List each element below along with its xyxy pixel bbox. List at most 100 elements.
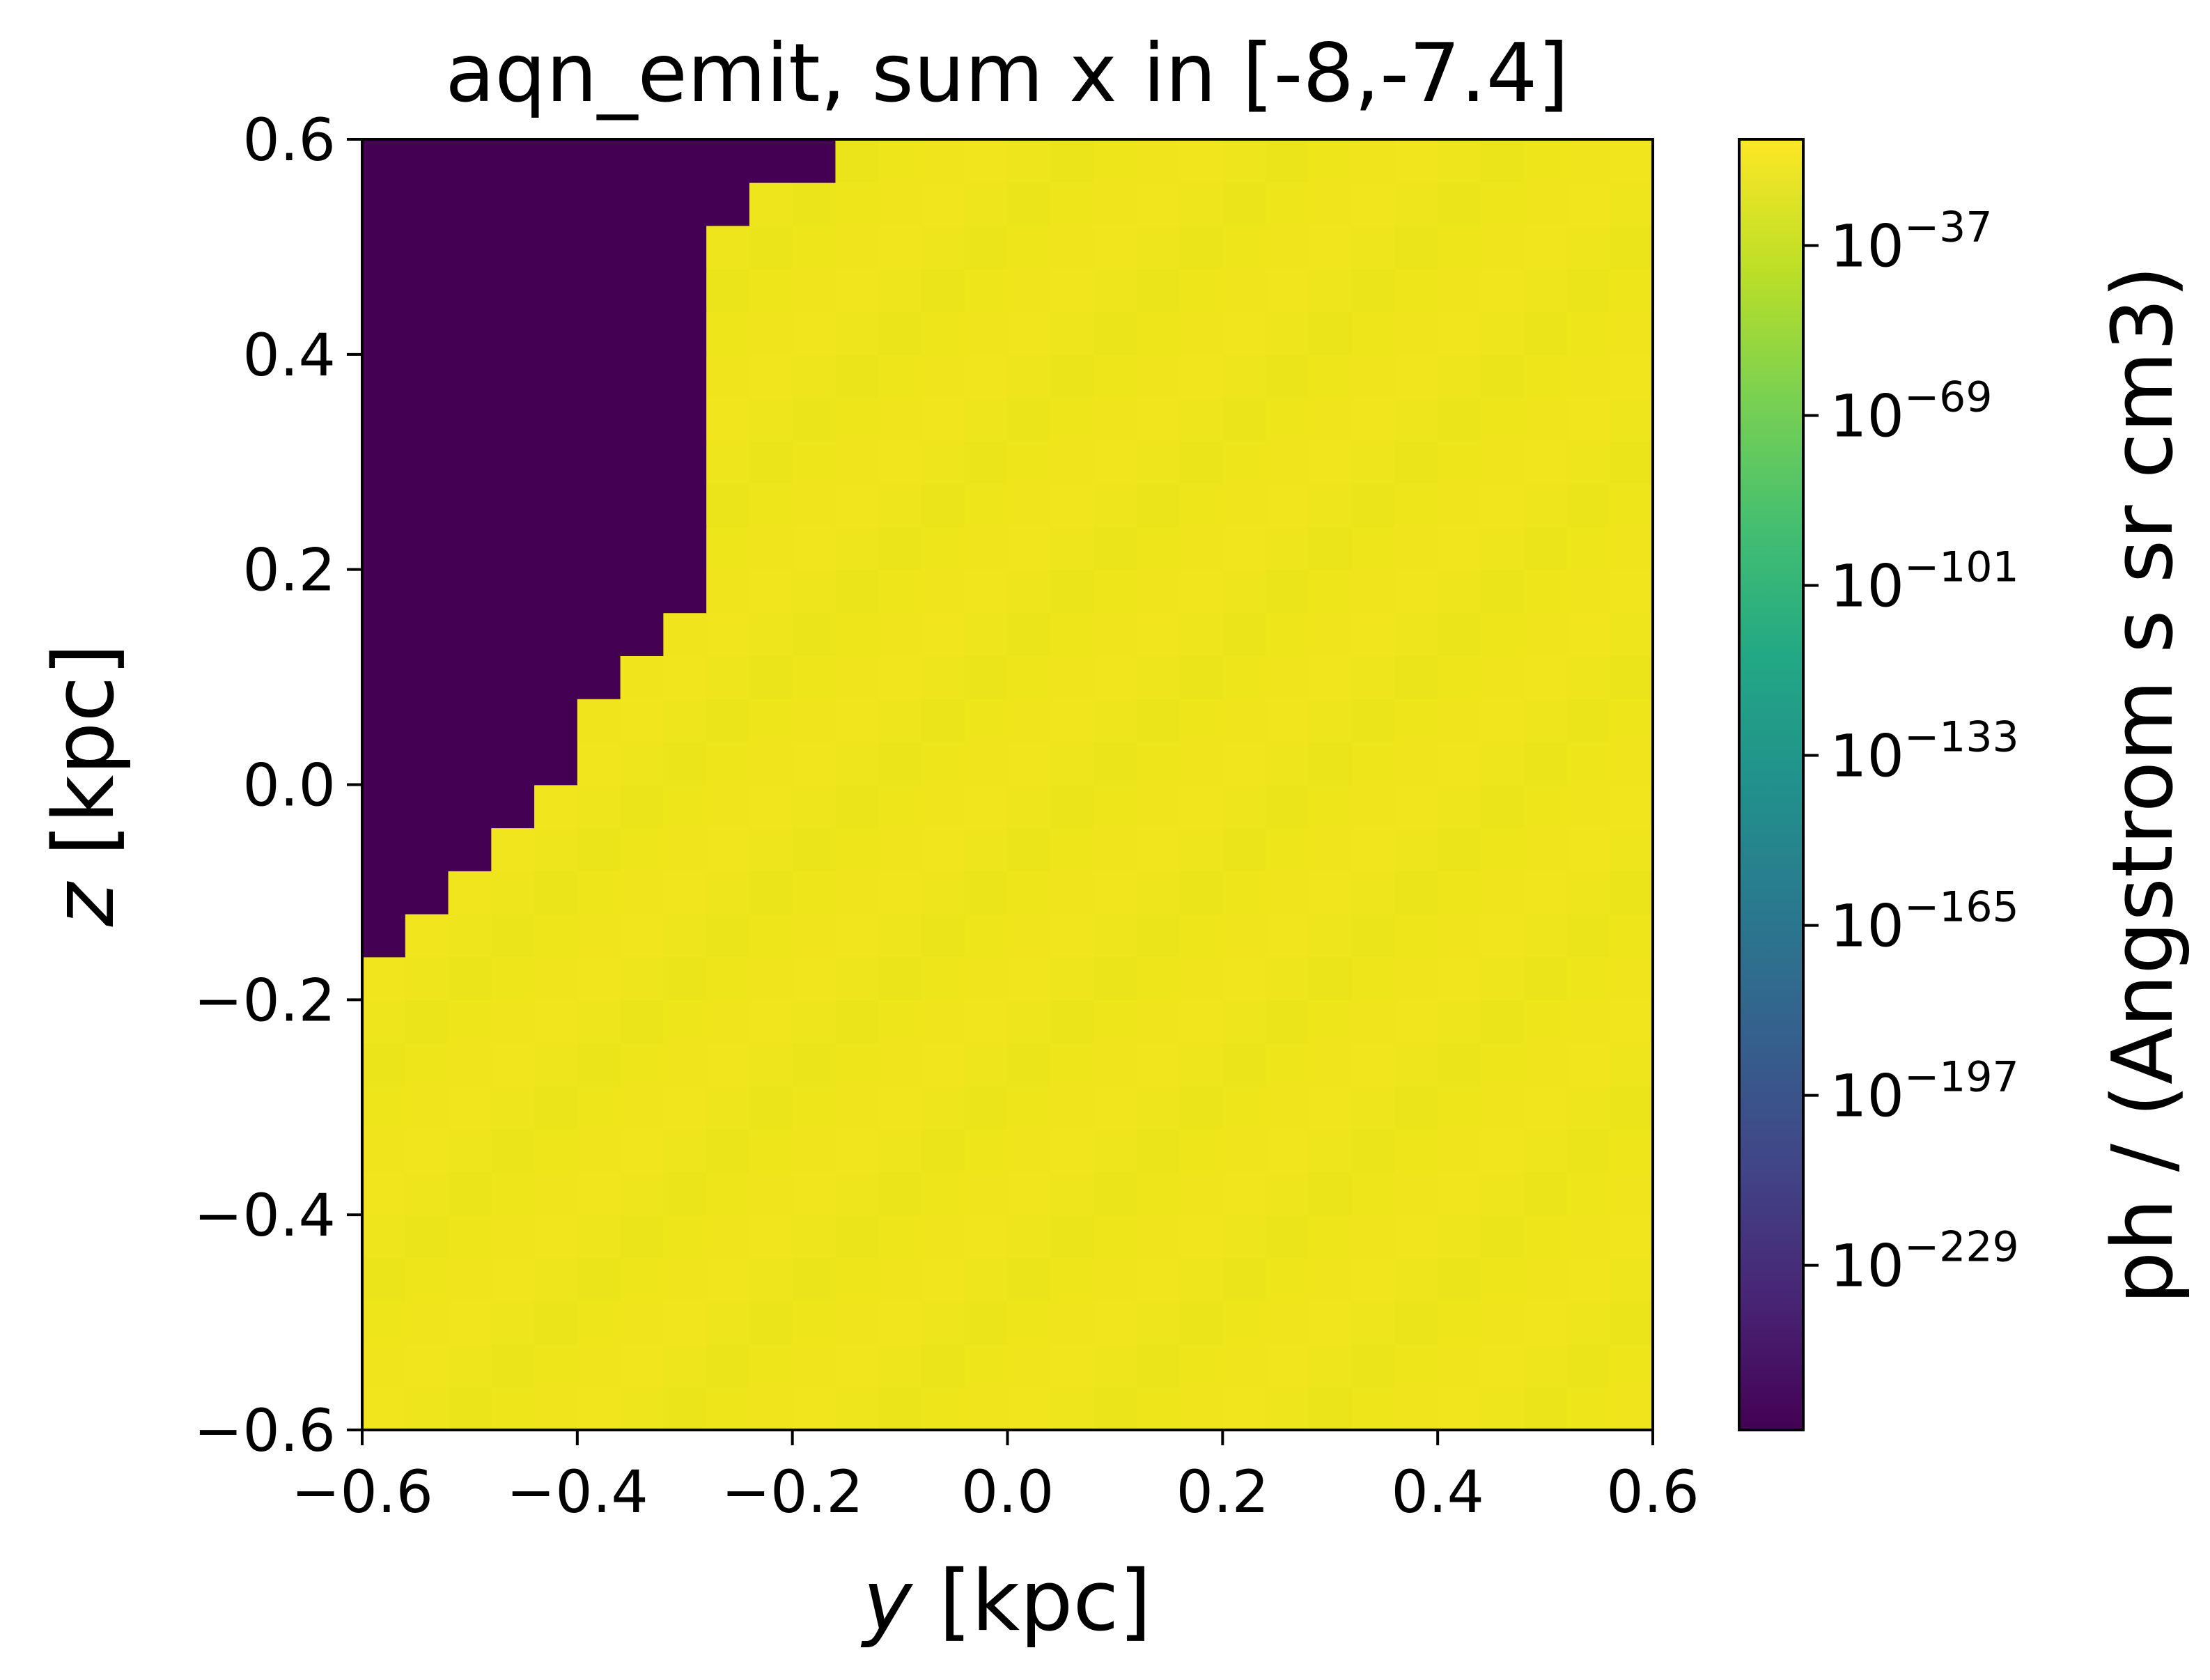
- heatmap-cell: [1610, 1300, 1653, 1345]
- x-tick-label: 0.2: [1176, 1458, 1270, 1526]
- heatmap-cell: [1566, 139, 1611, 183]
- heatmap-cell: [1179, 1215, 1224, 1259]
- heatmap-cell: [1610, 483, 1653, 527]
- heatmap-cell: [706, 268, 750, 312]
- heatmap-cell: [835, 354, 879, 398]
- heatmap-cell: [1136, 139, 1181, 183]
- heatmap-cell: [491, 1215, 535, 1259]
- y-tick-label: 0.2: [242, 536, 336, 605]
- heatmap-cell: [1394, 741, 1438, 786]
- heatmap-cell: [534, 1043, 578, 1087]
- heatmap-cell: [1523, 311, 1568, 355]
- colorbar: 10−37 10−69 10−101 10−133 10−165 10−197 10−229: [1738, 138, 2019, 1431]
- heatmap-cell: [1222, 483, 1266, 527]
- heatmap-cell: [1566, 741, 1611, 786]
- heatmap-cell: [1007, 956, 1052, 1001]
- heatmap-cell: [835, 1300, 879, 1345]
- heatmap-cell-min: [534, 569, 578, 614]
- heatmap-cell-min: [362, 655, 406, 699]
- heatmap-cell: [491, 1300, 535, 1345]
- heatmap-cell: [1094, 354, 1137, 398]
- heatmap-cell: [1007, 913, 1052, 958]
- heatmap-cell: [749, 698, 793, 742]
- heatmap-cell: [620, 784, 664, 829]
- heatmap-cell: [1136, 1128, 1181, 1173]
- heatmap-cell: [405, 1085, 449, 1130]
- heatmap-cell-min: [534, 225, 578, 270]
- heatmap-cell-min: [534, 268, 578, 312]
- heatmap-cell: [1179, 397, 1224, 442]
- chart-title: aqn_emit, sum x in [-8,-7.4]: [445, 26, 1569, 120]
- heatmap-cell: [1308, 311, 1353, 355]
- heatmap-cell: [792, 871, 836, 915]
- heatmap-cell: [1351, 612, 1396, 656]
- heatmap-cell-min: [362, 913, 406, 958]
- heatmap-cell: [1566, 1085, 1611, 1130]
- heatmap-cell: [1179, 569, 1224, 614]
- heatmap-cell: [835, 741, 879, 786]
- heatmap-cell: [749, 1000, 793, 1043]
- heatmap-cell: [1351, 1172, 1396, 1215]
- heatmap-cell: [577, 1172, 621, 1215]
- heatmap-cell-min: [749, 139, 793, 183]
- heatmap-cell: [663, 1215, 707, 1259]
- heatmap-cell: [663, 1128, 707, 1173]
- heatmap-cell: [1566, 1215, 1611, 1259]
- heatmap-cell: [534, 1257, 578, 1302]
- heatmap-cell: [1351, 827, 1396, 871]
- heatmap-cell: [1136, 1085, 1181, 1130]
- heatmap-cell: [1094, 784, 1137, 829]
- heatmap-cell: [964, 569, 1009, 614]
- heatmap-cell: [1222, 311, 1266, 355]
- heatmap-cell: [663, 741, 707, 786]
- heatmap-cell: [1394, 569, 1438, 614]
- heatmap-cell: [921, 1128, 965, 1173]
- heatmap-cell-min: [620, 397, 664, 442]
- heatmap-cell: [1566, 1043, 1611, 1087]
- heatmap-cell-min: [663, 483, 707, 527]
- heatmap-cell: [792, 397, 836, 442]
- plot-area: [362, 139, 1653, 1431]
- heatmap-cell-min: [577, 483, 621, 527]
- heatmap-cell: [1050, 311, 1094, 355]
- heatmap-cell-min: [362, 698, 406, 742]
- heatmap-cell: [1308, 956, 1353, 1001]
- heatmap-cell: [1222, 741, 1266, 786]
- heatmap-cell-min: [448, 827, 492, 871]
- heatmap-cell: [878, 483, 922, 527]
- heatmap-cell: [1136, 612, 1181, 656]
- heatmap-cell: [1136, 397, 1181, 442]
- heatmap-cell: [1308, 913, 1353, 958]
- heatmap-cell: [1308, 483, 1353, 527]
- heatmap-cell: [1394, 1085, 1438, 1130]
- heatmap-cell: [706, 1000, 750, 1043]
- heatmap-cell: [1179, 526, 1224, 570]
- heatmap-cell: [1394, 526, 1438, 570]
- heatmap-cell: [1308, 397, 1353, 442]
- heatmap-cell: [620, 827, 664, 871]
- heatmap-cell: [1179, 225, 1224, 270]
- heatmap-cell: [1222, 1257, 1266, 1302]
- heatmap-cell: [1480, 268, 1525, 312]
- heatmap-cell: [921, 1387, 965, 1431]
- heatmap-cell: [1351, 913, 1396, 958]
- heatmap-cell: [706, 1043, 750, 1087]
- heatmap-cell: [1438, 1257, 1481, 1302]
- heatmap-cell: [534, 827, 578, 871]
- heatmap-cell: [1438, 1300, 1481, 1345]
- heatmap-cell: [1007, 871, 1052, 915]
- heatmap-cell: [835, 268, 879, 312]
- heatmap-cell: [1094, 1172, 1137, 1215]
- heatmap-cell: [1308, 225, 1353, 270]
- heatmap-cell: [362, 1000, 406, 1043]
- heatmap-cell: [1394, 1257, 1438, 1302]
- heatmap-cell: [835, 397, 879, 442]
- heatmap-cell: [921, 1085, 965, 1130]
- heatmap-cell: [921, 827, 965, 871]
- heatmap-cell: [1094, 698, 1137, 742]
- heatmap-cell: [835, 1000, 879, 1043]
- heatmap-cell: [1179, 268, 1224, 312]
- heatmap-cell: [1394, 1215, 1438, 1259]
- heatmap-cell: [792, 1215, 836, 1259]
- heatmap-cell: [1308, 1085, 1353, 1130]
